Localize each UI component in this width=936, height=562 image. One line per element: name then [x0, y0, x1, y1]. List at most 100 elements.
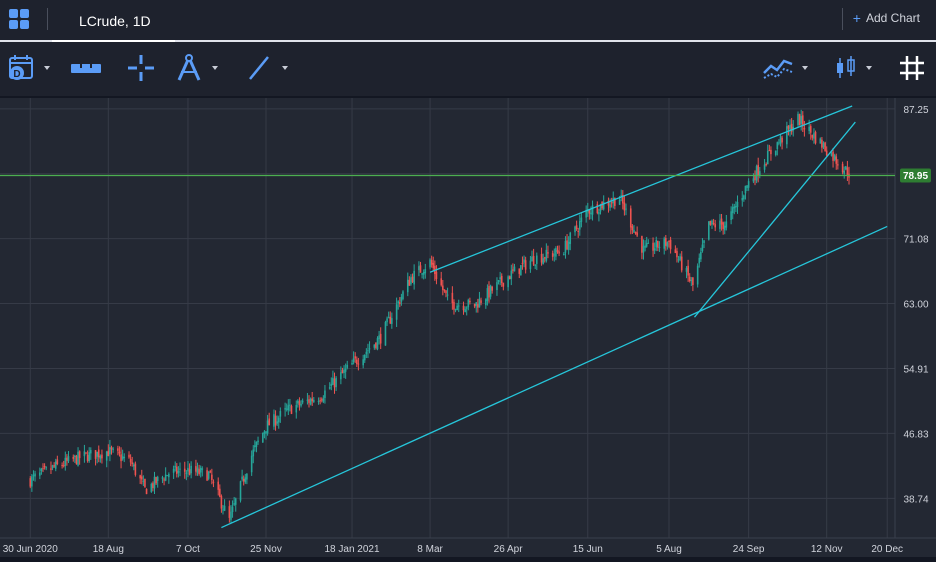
candle-body	[287, 405, 290, 411]
grid-toggle-button[interactable]	[898, 52, 926, 84]
candle-body	[837, 164, 839, 166]
candle-body	[207, 472, 210, 479]
candle-body	[698, 257, 701, 264]
trend-line[interactable]	[693, 121, 856, 318]
candle-body	[797, 113, 799, 125]
candle-body	[163, 479, 165, 481]
candle-body	[778, 142, 780, 144]
candle-body	[489, 285, 492, 297]
candle-body	[217, 481, 220, 490]
candle-body	[110, 447, 113, 450]
chevron-down-icon[interactable]	[44, 66, 50, 70]
measure-button[interactable]	[68, 52, 104, 84]
candle-body	[268, 418, 270, 426]
candle-body	[40, 468, 43, 472]
trend-line-button[interactable]	[244, 52, 288, 84]
candle-body	[343, 369, 345, 374]
price-tick-label: 63.00	[903, 300, 928, 311]
candle-body	[346, 364, 349, 368]
candle-body	[669, 239, 672, 250]
candle-body	[429, 259, 431, 268]
candle-body	[257, 440, 259, 443]
candle-body	[512, 269, 514, 271]
crosshair-button[interactable]	[126, 52, 156, 84]
chevron-down-icon[interactable]	[212, 66, 218, 70]
candle-body	[53, 465, 55, 467]
candle-body	[709, 220, 712, 225]
candle-body	[128, 454, 130, 458]
indicators-button[interactable]	[762, 52, 808, 84]
candle-body	[658, 246, 661, 249]
candle-body	[177, 470, 180, 473]
candles	[29, 109, 850, 524]
tab-chart[interactable]: LCrude, 1D	[52, 0, 175, 42]
candle-body	[252, 449, 255, 457]
candle-body	[121, 456, 124, 460]
candle-body	[723, 225, 726, 231]
candle-body	[378, 335, 380, 340]
candle-body	[152, 483, 154, 489]
time-axis[interactable]: 30 Jun 2020 18 Aug 7 Oct 25 Nov 18 Jan 2021 8…	[3, 544, 903, 555]
candle-body	[352, 358, 355, 363]
grid-lines	[0, 98, 895, 538]
candle-body	[657, 240, 659, 248]
chevron-down-icon[interactable]	[802, 66, 808, 70]
candle-body	[406, 279, 409, 293]
add-chart-button[interactable]: + Add Chart	[845, 6, 928, 30]
candle-body	[250, 455, 253, 473]
divider	[47, 8, 48, 30]
candle-body	[341, 370, 344, 374]
candle-body	[464, 309, 466, 313]
time-tick-label: 15 Jun	[573, 544, 603, 555]
candle-body	[819, 138, 822, 144]
candle-body	[62, 465, 65, 467]
candle-body	[752, 178, 755, 182]
layout-grid-icon[interactable]	[8, 8, 30, 30]
candle-body	[486, 288, 489, 302]
drawing-toolbar: D	[0, 42, 936, 96]
candle-body	[289, 404, 291, 406]
compass-draw-button[interactable]	[174, 52, 218, 84]
candle-body	[814, 131, 817, 144]
candle-body	[279, 411, 282, 417]
candle-body	[39, 472, 41, 476]
trend-line[interactable]	[429, 105, 853, 273]
candle-body	[622, 195, 624, 204]
chevron-down-icon[interactable]	[866, 66, 872, 70]
candle-body	[297, 400, 299, 404]
chevron-down-icon[interactable]	[282, 66, 288, 70]
candle-body	[547, 252, 549, 254]
candle-body	[440, 278, 443, 286]
candle-body	[744, 185, 747, 194]
candle-body	[83, 451, 86, 457]
candle-body	[462, 305, 465, 311]
candle-body	[502, 282, 505, 287]
candle-body	[534, 264, 536, 266]
drawings[interactable]	[0, 105, 895, 529]
candle-body	[328, 387, 331, 389]
candle-body	[424, 269, 427, 274]
candle-body	[642, 246, 645, 253]
candle-body	[187, 467, 189, 472]
candle-body	[309, 398, 312, 405]
candle-body	[653, 248, 656, 251]
last-price-label: 78.95	[903, 171, 928, 182]
candle-body	[830, 153, 833, 156]
candle-body	[741, 197, 744, 201]
chart-type-button[interactable]	[834, 52, 872, 84]
candle-body	[633, 229, 635, 233]
candle-body	[540, 253, 543, 263]
top-bar: LCrude, 1D + Add Chart	[0, 0, 936, 42]
trend-line[interactable]	[221, 225, 888, 529]
candle-body	[190, 465, 192, 474]
candle-body	[825, 150, 828, 156]
candle-body	[690, 279, 693, 281]
candle-body	[351, 362, 353, 365]
trend-line-icon	[249, 56, 269, 80]
interval-calendar-button[interactable]: D	[6, 52, 50, 84]
candle-body	[521, 262, 524, 264]
candle-body	[618, 199, 621, 205]
